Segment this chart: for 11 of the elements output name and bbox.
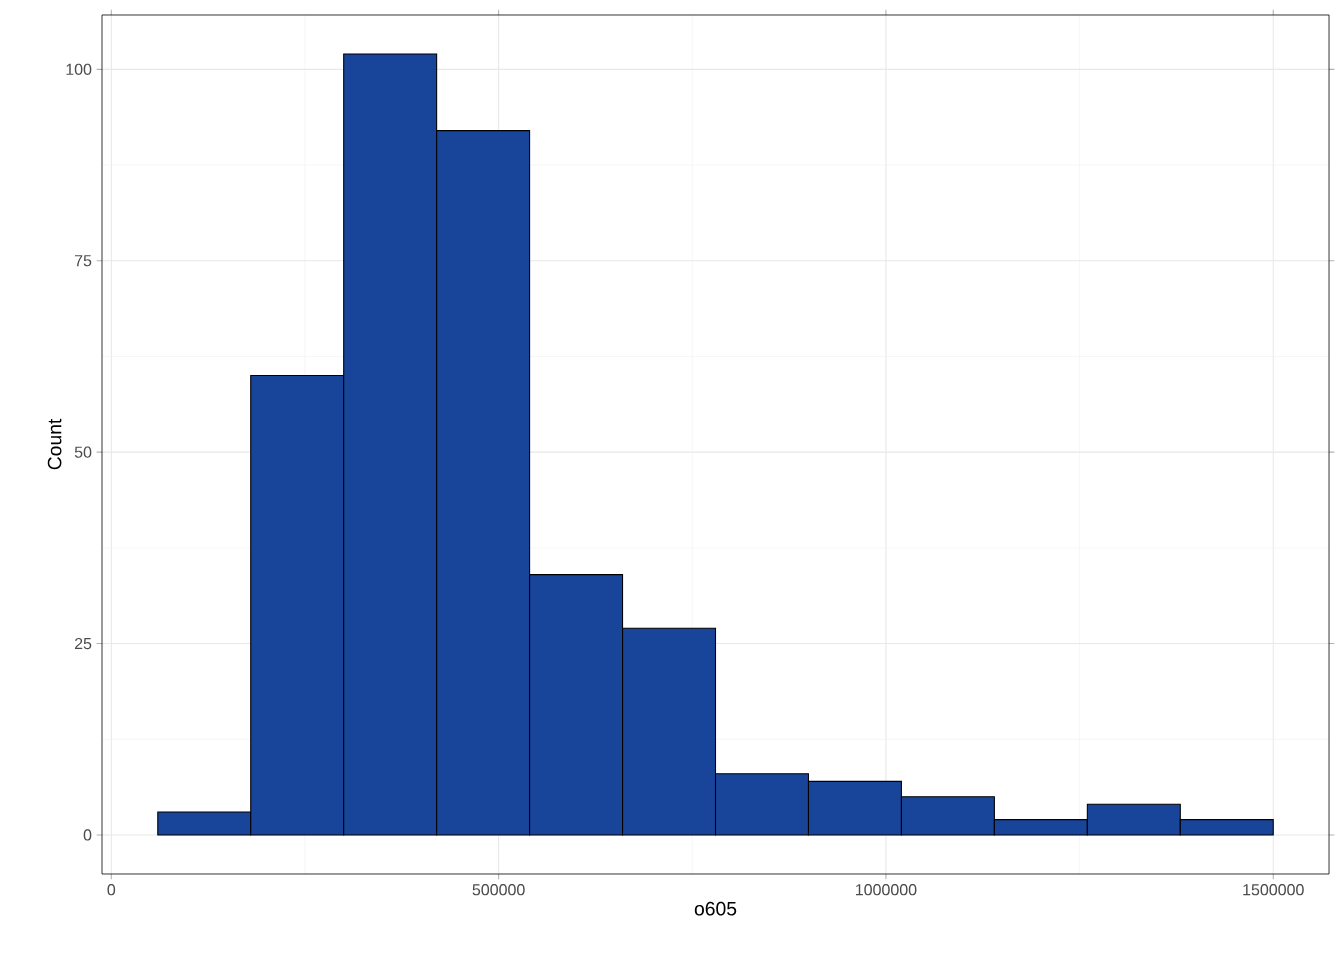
x-tick-label: 1500000 (1243, 884, 1304, 896)
y-tick-label: 50 (74, 446, 92, 458)
y-tick-label: 25 (74, 637, 92, 650)
x-tick-label: 1000000 (856, 884, 917, 896)
x-tick-label: 500000 (472, 884, 525, 896)
y-tick-label: 75 (74, 255, 92, 267)
x-axis-title: o605 (694, 901, 737, 916)
x-tick-label: 0 (107, 884, 116, 896)
y-axis-title: Count (47, 418, 62, 470)
y-tick-label: 100 (66, 63, 92, 75)
y-tick-label: 0 (83, 829, 92, 841)
